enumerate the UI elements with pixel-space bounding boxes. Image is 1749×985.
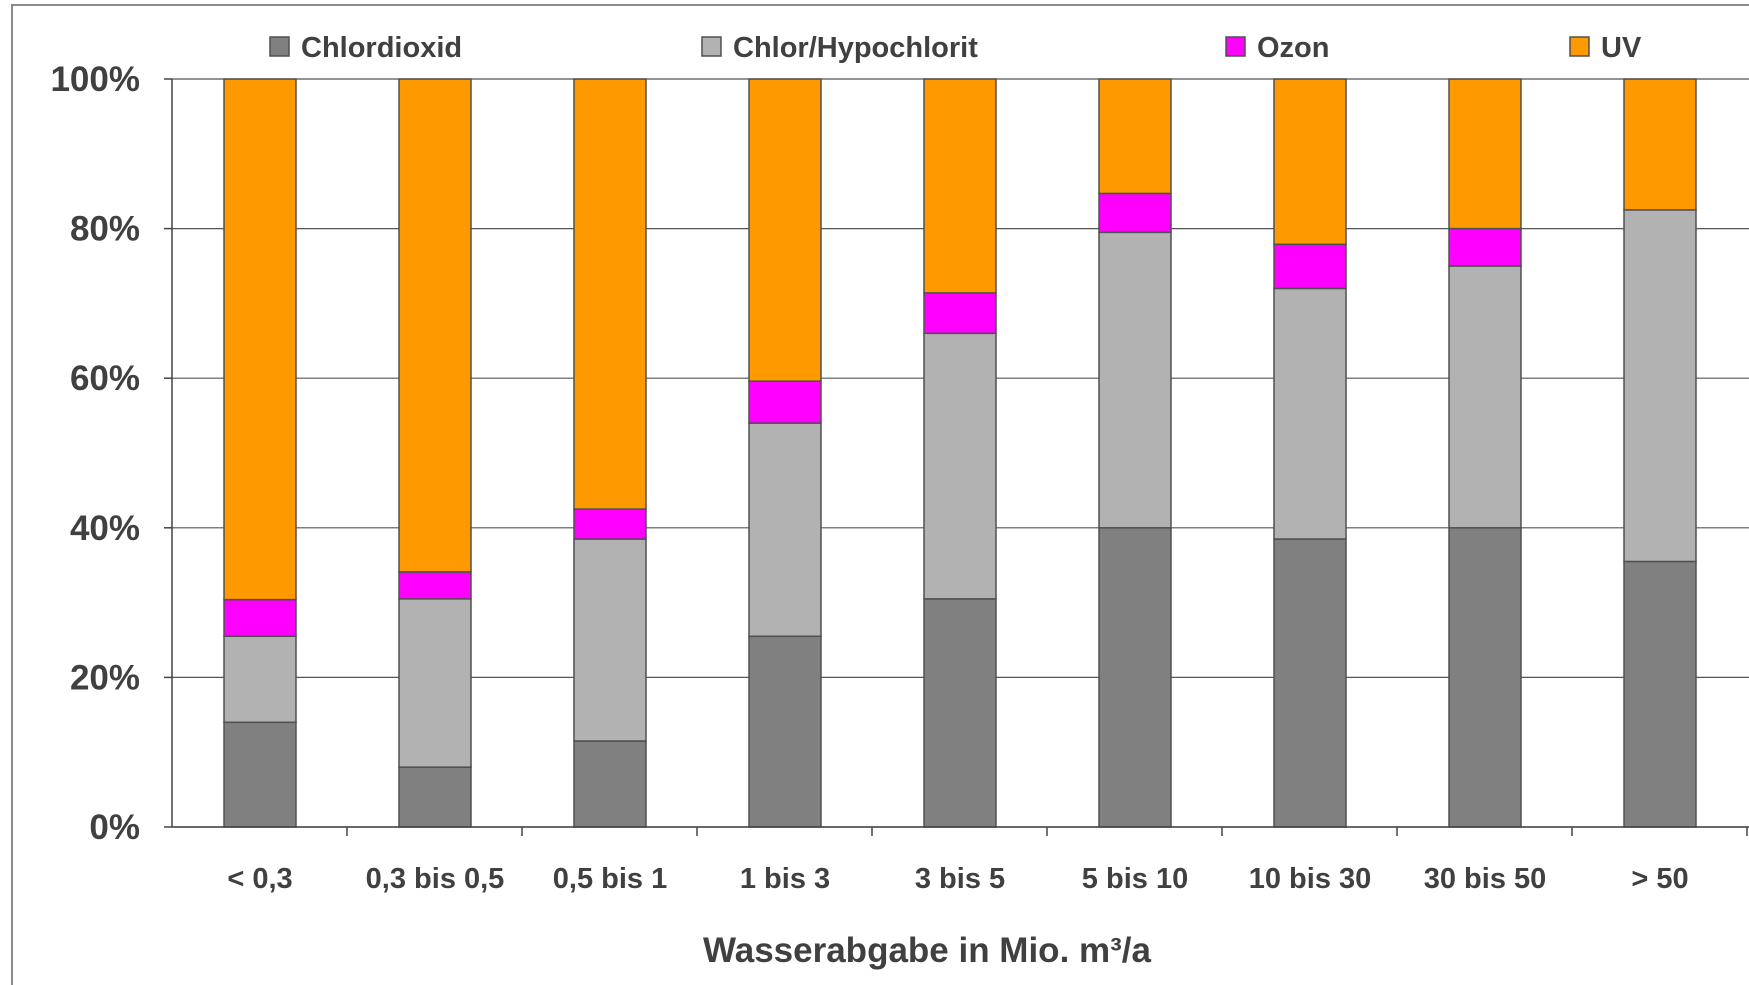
y-tick-label: 0%: [89, 808, 140, 847]
y-tick-label: 20%: [70, 658, 140, 697]
bar-segment: [1448, 78, 1522, 230]
bar-segment: [223, 598, 297, 638]
x-category-label: < 0,3: [227, 863, 292, 895]
x-category-label: 0,5 bis 1: [553, 863, 667, 895]
x-axis-title: Wasserabgabe in Mio. m³/a: [703, 931, 1152, 970]
legend-swatch: [1225, 36, 1246, 57]
y-tick-labels: 0% 20% 40% 60% 80% 100%: [50, 60, 140, 847]
bar-segment: [923, 598, 997, 828]
legend-swatch: [701, 36, 722, 57]
bar-segment: [1098, 192, 1172, 234]
y-tick-label: 40%: [70, 509, 140, 548]
bar-segment: [748, 422, 822, 638]
bar-segment: [223, 635, 297, 724]
bar-segment: [923, 78, 997, 294]
bar-segment: [748, 78, 822, 382]
bars: [223, 78, 1697, 828]
x-category-label: 3 bis 5: [915, 863, 1005, 895]
bar-segment: [398, 766, 472, 828]
bar-segment: [923, 332, 997, 600]
legend: Chlordioxid Chlor/Hypochlorit Ozon UV: [269, 32, 1642, 64]
legend-swatch: [269, 36, 290, 57]
bar-segment: [1273, 287, 1347, 540]
bar-segment: [1273, 243, 1347, 290]
bar-segment: [1098, 231, 1172, 529]
bar-segment: [398, 571, 472, 600]
bar-segment: [573, 740, 647, 828]
x-category-label: 5 bis 10: [1082, 863, 1188, 895]
bar-segment: [1273, 78, 1347, 246]
legend-label: Ozon: [1257, 32, 1330, 64]
y-tick-label: 100%: [50, 60, 140, 99]
bar-segment: [1098, 527, 1172, 828]
bar-segment: [1623, 78, 1697, 211]
legend-label: UV: [1601, 32, 1642, 64]
y-tick-label: 60%: [70, 359, 140, 398]
legend-swatch: [1569, 36, 1590, 57]
bar-segment: [398, 598, 472, 768]
x-category-labels: < 0,3 0,3 bis 0,5 0,5 bis 1 1 bis 3 3 bis 5 5…: [227, 863, 1688, 895]
bar-segment: [223, 78, 297, 601]
x-category-label: 10 bis 30: [1249, 863, 1372, 895]
legend-label: Chlor/Hypochlorit: [733, 32, 978, 64]
bar-segment: [573, 78, 647, 510]
x-category-label: 0,3 bis 0,5: [366, 863, 505, 895]
x-category-label: 1 bis 3: [740, 863, 830, 895]
x-category-label: 30 bis 50: [1424, 863, 1547, 895]
bar-segment: [1448, 527, 1522, 828]
bar-segment: [573, 508, 647, 540]
bar-segment: [748, 635, 822, 828]
bar-segment: [1448, 227, 1522, 267]
bar-segment: [1623, 209, 1697, 563]
legend-label: Chlordioxid: [301, 32, 462, 64]
bar-segment: [1273, 538, 1347, 828]
bar-segment: [923, 292, 997, 335]
bar-segment: [748, 380, 822, 424]
axes: [171, 79, 1749, 836]
bar-segment: [573, 538, 647, 742]
x-category-label: > 50: [1631, 863, 1688, 895]
bar-segment: [223, 721, 297, 828]
bar-segment: [1623, 560, 1697, 828]
bar-segment: [1448, 265, 1522, 529]
bar-segment: [398, 78, 472, 573]
y-tick-label: 80%: [70, 210, 140, 249]
bar-segment: [1098, 78, 1172, 195]
